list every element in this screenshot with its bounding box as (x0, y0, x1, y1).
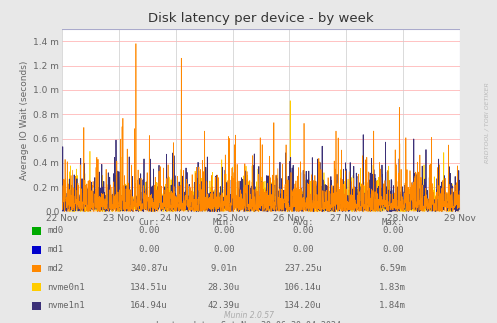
Text: Avg:: Avg: (292, 218, 314, 227)
Text: 0.00: 0.00 (138, 226, 160, 235)
Y-axis label: Average IO Wait (seconds): Average IO Wait (seconds) (20, 61, 29, 180)
Text: 0.00: 0.00 (213, 226, 235, 235)
Text: Last update: Sat Nov 30 06:30:04 2024: Last update: Sat Nov 30 06:30:04 2024 (156, 321, 341, 323)
Text: nvme1n1: nvme1n1 (47, 301, 85, 310)
Text: 340.87u: 340.87u (130, 264, 168, 273)
Text: RRDTOOL / TOBI OETIKER: RRDTOOL / TOBI OETIKER (485, 82, 490, 163)
Text: 106.14u: 106.14u (284, 283, 322, 292)
Text: Max:: Max: (382, 218, 404, 227)
Title: Disk latency per device - by week: Disk latency per device - by week (148, 12, 374, 25)
Text: 237.25u: 237.25u (284, 264, 322, 273)
Text: md2: md2 (47, 264, 63, 273)
Text: Munin 2.0.57: Munin 2.0.57 (224, 311, 273, 320)
Text: 134.20u: 134.20u (284, 301, 322, 310)
Text: 164.94u: 164.94u (130, 301, 168, 310)
Text: 1.84m: 1.84m (379, 301, 406, 310)
Text: 0.00: 0.00 (292, 226, 314, 235)
Text: 0.00: 0.00 (292, 245, 314, 254)
Text: 0.00: 0.00 (382, 226, 404, 235)
Text: md1: md1 (47, 245, 63, 254)
Text: 28.30u: 28.30u (208, 283, 240, 292)
Text: 1.83m: 1.83m (379, 283, 406, 292)
Text: Min:: Min: (213, 218, 235, 227)
Text: 42.39u: 42.39u (208, 301, 240, 310)
Text: 9.01n: 9.01n (210, 264, 237, 273)
Text: 0.00: 0.00 (382, 245, 404, 254)
Text: md0: md0 (47, 226, 63, 235)
Text: nvme0n1: nvme0n1 (47, 283, 85, 292)
Text: 6.59m: 6.59m (379, 264, 406, 273)
Text: Cur:: Cur: (138, 218, 160, 227)
Text: 0.00: 0.00 (138, 245, 160, 254)
Text: 0.00: 0.00 (213, 245, 235, 254)
Text: 134.51u: 134.51u (130, 283, 168, 292)
